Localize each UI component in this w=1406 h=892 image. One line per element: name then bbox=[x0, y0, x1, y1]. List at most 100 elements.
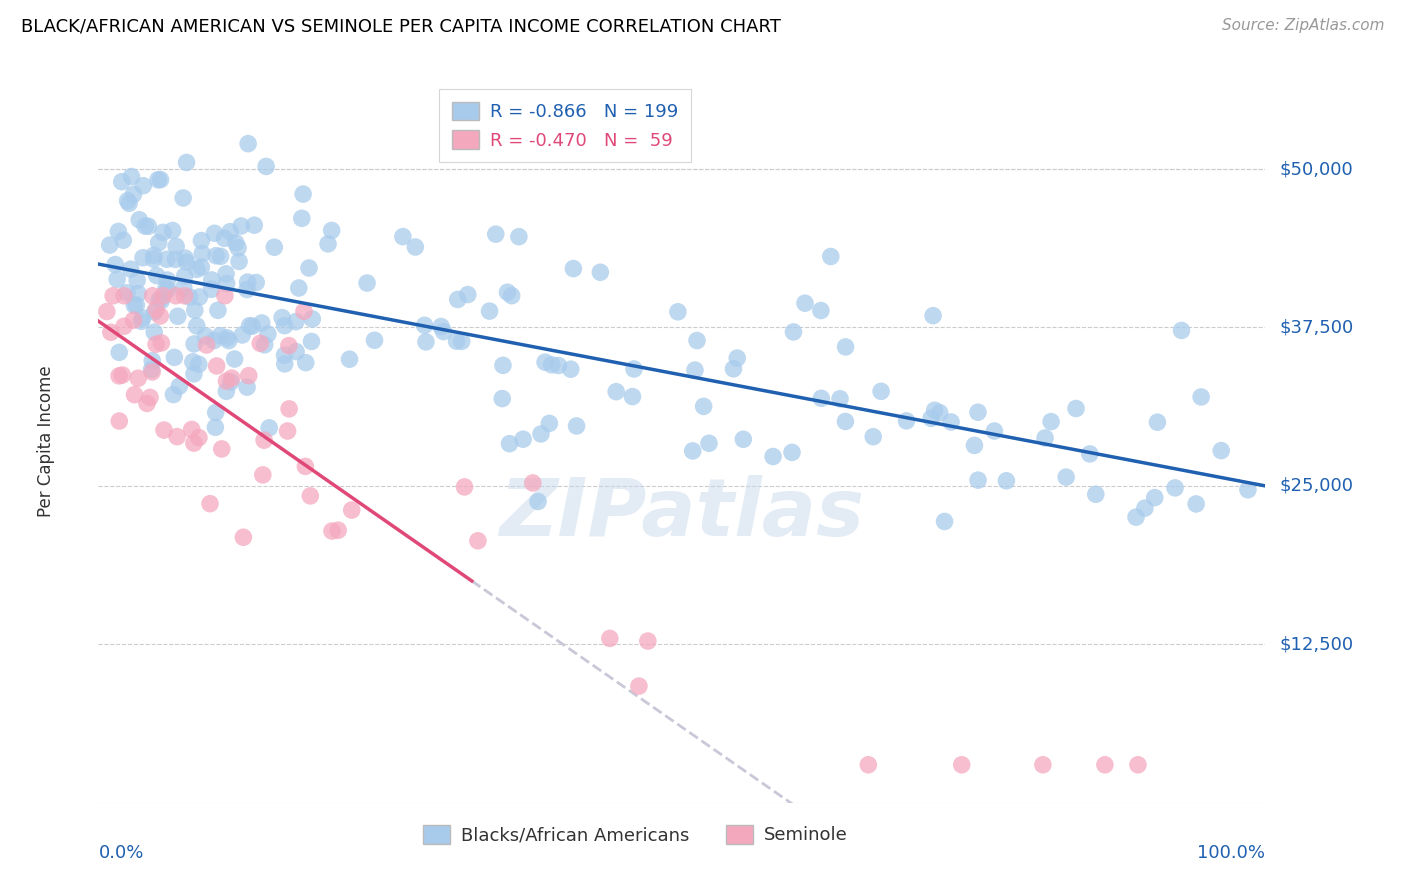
Point bbox=[467, 533, 489, 548]
Point bbox=[294, 459, 316, 474]
Point bbox=[794, 296, 817, 310]
Point bbox=[215, 384, 238, 399]
Point bbox=[762, 450, 785, 464]
Point bbox=[191, 246, 214, 260]
Point bbox=[198, 497, 221, 511]
Point bbox=[173, 268, 195, 283]
Text: 100.0%: 100.0% bbox=[1198, 845, 1265, 863]
Point bbox=[224, 352, 246, 367]
Point bbox=[112, 233, 135, 247]
Point bbox=[163, 351, 186, 365]
Point bbox=[176, 255, 198, 269]
Point bbox=[124, 298, 146, 312]
Point bbox=[1040, 415, 1063, 429]
Point bbox=[1126, 757, 1149, 772]
Point bbox=[226, 241, 249, 255]
Point bbox=[666, 305, 689, 319]
Point bbox=[132, 178, 155, 193]
Point bbox=[692, 400, 714, 414]
Point bbox=[108, 414, 131, 428]
Text: 0.0%: 0.0% bbox=[98, 845, 143, 863]
Point bbox=[183, 436, 205, 450]
Point bbox=[1211, 443, 1233, 458]
Point bbox=[174, 251, 197, 265]
Point bbox=[450, 334, 472, 349]
Point bbox=[240, 319, 263, 334]
Point bbox=[243, 218, 266, 232]
Point bbox=[190, 260, 212, 274]
Point bbox=[214, 231, 236, 245]
Point bbox=[430, 319, 453, 334]
Point bbox=[253, 338, 276, 352]
Point bbox=[294, 356, 316, 370]
Point bbox=[530, 426, 553, 441]
Text: $37,500: $37,500 bbox=[1279, 318, 1354, 336]
Point bbox=[534, 355, 557, 369]
Point bbox=[146, 173, 169, 187]
Point bbox=[896, 414, 918, 428]
Point bbox=[782, 325, 804, 339]
Point bbox=[284, 315, 307, 329]
Point bbox=[166, 429, 188, 443]
Point bbox=[209, 249, 232, 263]
Point bbox=[219, 225, 242, 239]
Point bbox=[141, 289, 163, 303]
Point bbox=[143, 305, 166, 319]
Point bbox=[204, 227, 226, 241]
Point bbox=[496, 285, 519, 300]
Point bbox=[858, 757, 880, 772]
Point bbox=[404, 240, 426, 254]
Point bbox=[200, 282, 222, 296]
Point bbox=[1032, 757, 1054, 772]
Point bbox=[156, 252, 179, 267]
Text: $12,500: $12,500 bbox=[1279, 635, 1354, 653]
Point bbox=[156, 283, 179, 297]
Point bbox=[187, 431, 209, 445]
Point bbox=[125, 298, 148, 312]
Point bbox=[152, 289, 174, 303]
Point bbox=[209, 328, 232, 343]
Point bbox=[150, 293, 173, 308]
Point bbox=[179, 290, 201, 304]
Point bbox=[165, 252, 187, 267]
Point bbox=[181, 355, 204, 369]
Point bbox=[148, 293, 170, 307]
Point bbox=[143, 325, 166, 339]
Point bbox=[922, 309, 945, 323]
Point bbox=[122, 313, 145, 327]
Point bbox=[834, 340, 856, 354]
Point bbox=[245, 276, 267, 290]
Point bbox=[1164, 481, 1187, 495]
Point bbox=[683, 363, 706, 377]
Point bbox=[285, 344, 308, 359]
Point bbox=[828, 392, 851, 406]
Point bbox=[205, 359, 228, 373]
Point bbox=[122, 187, 145, 202]
Point bbox=[112, 289, 135, 303]
Point bbox=[492, 359, 515, 373]
Point bbox=[250, 316, 273, 330]
Point bbox=[211, 442, 233, 456]
Point bbox=[136, 396, 159, 410]
Point bbox=[149, 172, 172, 186]
Point bbox=[127, 273, 149, 287]
Point bbox=[131, 310, 153, 325]
Point bbox=[165, 239, 187, 253]
Point bbox=[547, 359, 569, 373]
Point bbox=[166, 310, 188, 324]
Point bbox=[253, 433, 276, 447]
Point bbox=[780, 445, 803, 459]
Point bbox=[621, 390, 644, 404]
Point bbox=[538, 417, 561, 431]
Point bbox=[194, 329, 217, 343]
Point bbox=[1054, 470, 1077, 484]
Point bbox=[392, 229, 415, 244]
Point bbox=[820, 250, 842, 264]
Point bbox=[215, 277, 238, 291]
Point bbox=[108, 368, 131, 383]
Point bbox=[162, 223, 184, 237]
Point bbox=[141, 353, 163, 368]
Text: Per Capita Income: Per Capita Income bbox=[37, 366, 55, 517]
Point bbox=[204, 405, 226, 419]
Point bbox=[682, 444, 704, 458]
